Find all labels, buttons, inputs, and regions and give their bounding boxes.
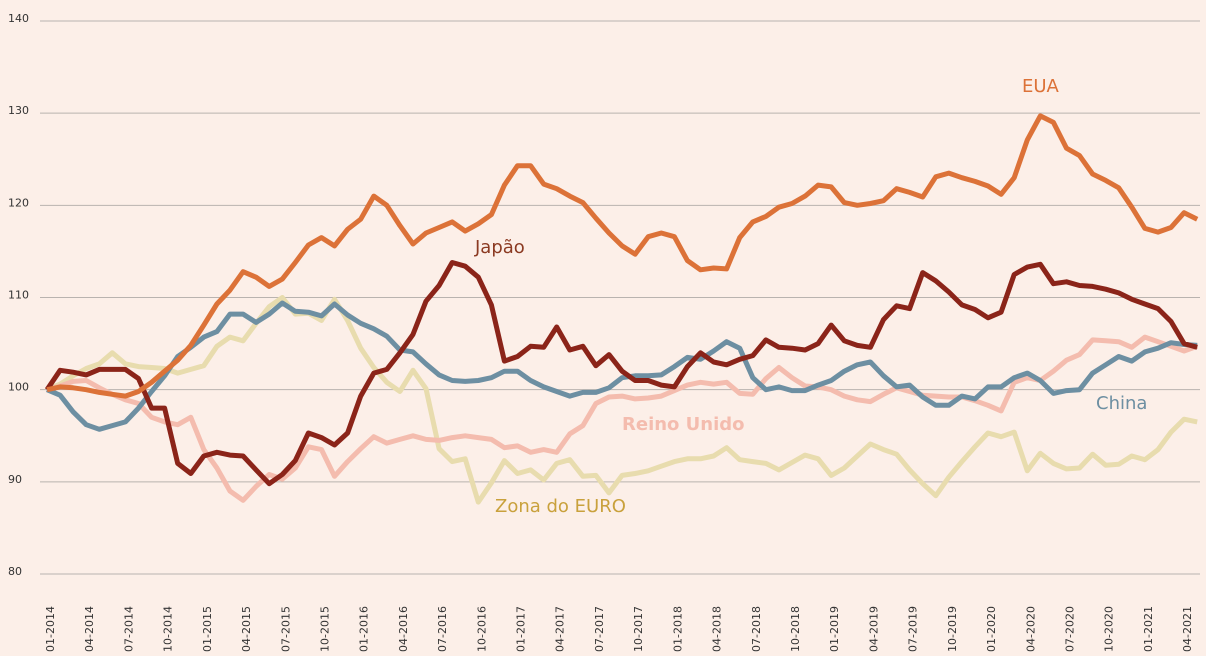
x-tick-label: 10-2015	[318, 606, 331, 652]
x-tick-label: 07-2020	[1063, 606, 1076, 652]
x-tick-label: 04-2017	[554, 606, 567, 652]
series-label: China	[1096, 393, 1147, 414]
x-tick-label: 10-2019	[946, 606, 959, 652]
x-tick-label: 07-2014	[122, 606, 135, 652]
x-tick-label: 07-2019	[907, 606, 920, 652]
series-label: Reino Unido	[622, 414, 745, 435]
x-tick-label: 07-2017	[593, 606, 606, 652]
x-tick-label: 04-2015	[240, 606, 253, 652]
x-tick-label: 07-2016	[436, 606, 449, 652]
x-tick-label: 07-2015	[279, 606, 292, 652]
series-line	[46, 295, 1198, 505]
series-line	[46, 300, 1198, 432]
x-tick-label: 10-2018	[789, 606, 802, 652]
y-tick-label: 140	[8, 12, 29, 25]
y-tick-label: 110	[8, 289, 29, 302]
x-tick-label: 01-2020	[985, 606, 998, 652]
series-line	[46, 113, 1199, 399]
x-tick-label: 01-2014	[44, 606, 57, 652]
y-tick-label: 100	[8, 381, 29, 394]
series-line	[46, 334, 1199, 503]
y-tick-label: 120	[8, 196, 29, 209]
y-tick-label: 90	[8, 473, 22, 486]
x-tick-label: 04-2020	[1024, 606, 1037, 652]
x-tick-label: 01-2015	[201, 606, 214, 652]
x-tick-label: 10-2014	[162, 606, 175, 652]
x-tick-label: 10-2016	[475, 606, 488, 652]
x-tick-label: 10-2020	[1103, 606, 1116, 652]
x-tick-label: 04-2018	[711, 606, 724, 652]
x-tick-label: 01-2018	[671, 606, 684, 652]
y-tick-label: 130	[8, 104, 29, 117]
x-tick-label: 04-2021	[1181, 606, 1194, 652]
x-tick-label: 01-2019	[828, 606, 841, 652]
series-line	[44, 260, 1198, 487]
series-label: Japão	[474, 237, 525, 258]
x-tick-label: 07-2018	[750, 606, 763, 652]
x-tick-label: 01-2017	[515, 606, 528, 652]
x-tick-label: 01-2021	[1142, 606, 1155, 652]
series-label: Zona do EURO	[495, 496, 626, 517]
x-tick-label: 04-2016	[397, 606, 410, 652]
series-label: EUA	[1022, 76, 1060, 97]
x-tick-label: 04-2019	[867, 606, 880, 652]
y-tick-label: 80	[8, 565, 22, 578]
x-tick-label: 01-2016	[358, 606, 371, 652]
x-tick-label: 04-2014	[83, 606, 96, 652]
x-tick-label: 10-2017	[632, 606, 645, 652]
